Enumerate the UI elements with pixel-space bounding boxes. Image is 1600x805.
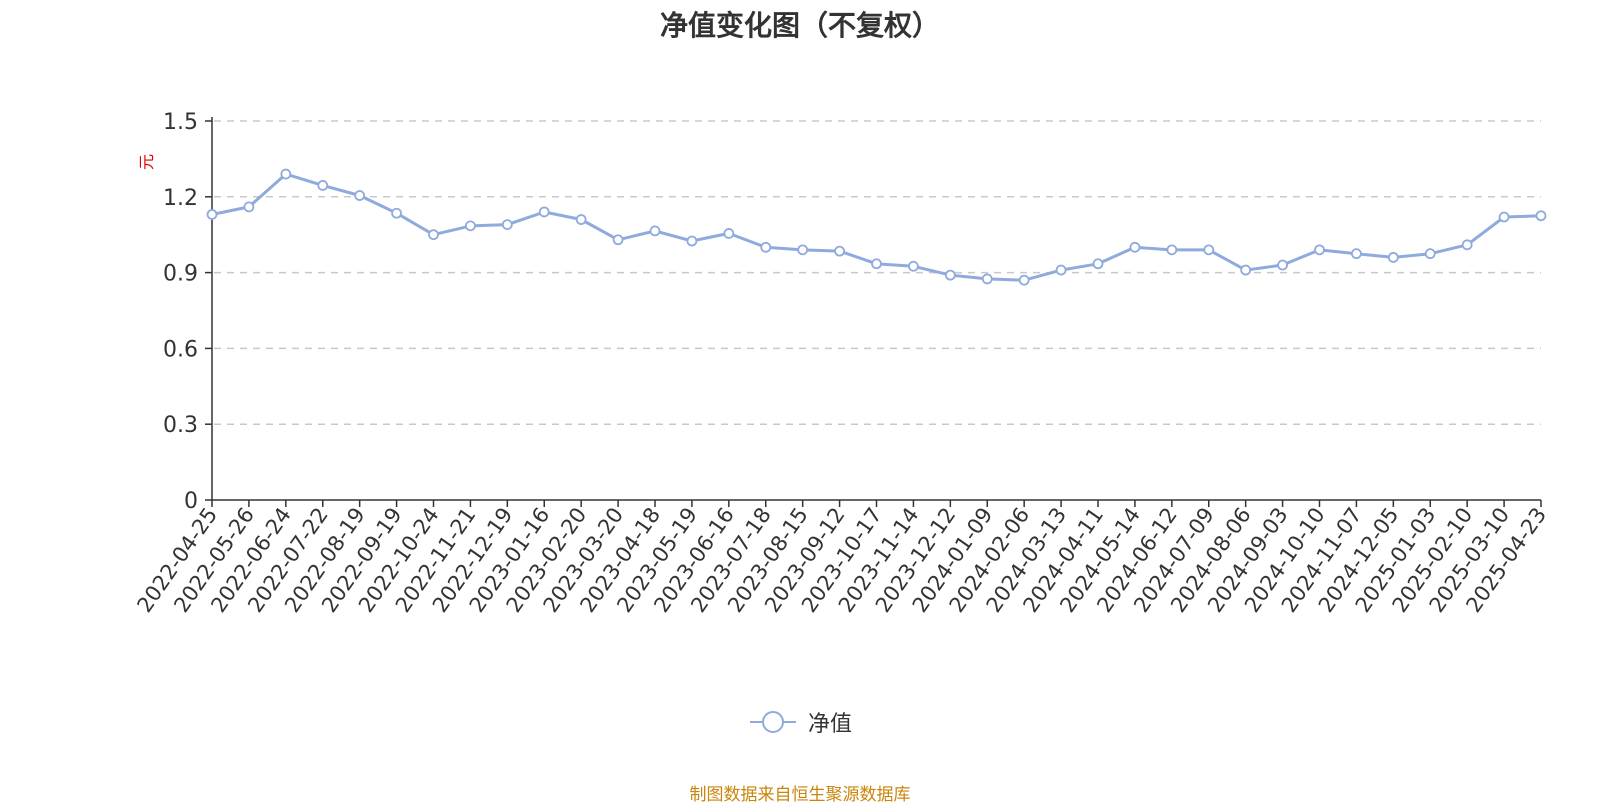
data-point-marker	[538, 206, 550, 218]
legend-line-circle-icon	[749, 711, 796, 733]
data-point-marker	[1055, 264, 1067, 276]
data-point-marker	[723, 228, 735, 239]
data-point-marker	[1461, 239, 1473, 251]
data-point-marker	[243, 201, 255, 213]
data-point-marker	[1129, 241, 1141, 253]
data-point-marker	[760, 241, 772, 253]
y-tick-label: 0.6	[163, 337, 198, 362]
y-tick-label: 0.3	[163, 413, 198, 438]
y-tick-label: 0.9	[163, 262, 198, 287]
data-point-marker	[206, 209, 218, 220]
data-point-marker	[354, 190, 366, 201]
axes	[205, 117, 1542, 507]
data-point-marker	[428, 229, 439, 241]
data-point-marker	[944, 269, 956, 281]
data-point-marker	[1166, 244, 1178, 256]
data-point-marker	[317, 180, 329, 191]
data-point-marker	[465, 220, 476, 232]
legend-label: 净值	[807, 712, 852, 737]
data-point-marker	[797, 244, 809, 256]
legend[interactable]: 净值	[0, 706, 1600, 742]
data-point-marker	[501, 219, 513, 230]
y-tick-label: 0	[184, 489, 198, 514]
data-point-marker	[686, 235, 698, 247]
data-point-marker	[1277, 259, 1288, 271]
series-nav	[206, 168, 1547, 286]
data-point-marker	[1387, 252, 1399, 263]
data-point-marker	[1018, 274, 1030, 286]
data-point-marker	[612, 234, 624, 246]
y-tick-label: 1.2	[163, 186, 198, 211]
data-point-marker	[391, 207, 402, 219]
y-tick-labels: 0 0.3 0.6 0.9 1.2 1.5	[163, 110, 198, 514]
data-point-marker	[649, 225, 661, 237]
data-point-marker	[871, 258, 882, 270]
data-point-marker	[280, 168, 292, 180]
source-note: 制图数据来自恒生聚源数据库	[689, 785, 911, 805]
y-tick-label: 1.5	[163, 110, 198, 135]
data-point-marker	[1535, 210, 1547, 222]
data-point-marker	[1314, 244, 1325, 256]
data-point-marker	[834, 245, 845, 257]
grid-lines	[214, 120, 1541, 425]
data-point-marker	[1203, 244, 1215, 256]
data-point-marker	[981, 273, 993, 285]
y-axis-label: 元	[137, 154, 156, 170]
chart-title: 净值变化图（不复权）	[659, 9, 940, 42]
data-point-marker	[1424, 248, 1436, 260]
data-point-marker	[1240, 264, 1252, 276]
data-point-marker	[575, 214, 587, 225]
data-point-marker	[1092, 258, 1104, 270]
data-point-marker	[908, 260, 919, 272]
data-point-marker	[1498, 211, 1510, 223]
data-point-marker	[1351, 248, 1362, 260]
x-tick-labels: 2022-04-252022-05-262022-06-242022-07-22…	[132, 503, 1551, 617]
